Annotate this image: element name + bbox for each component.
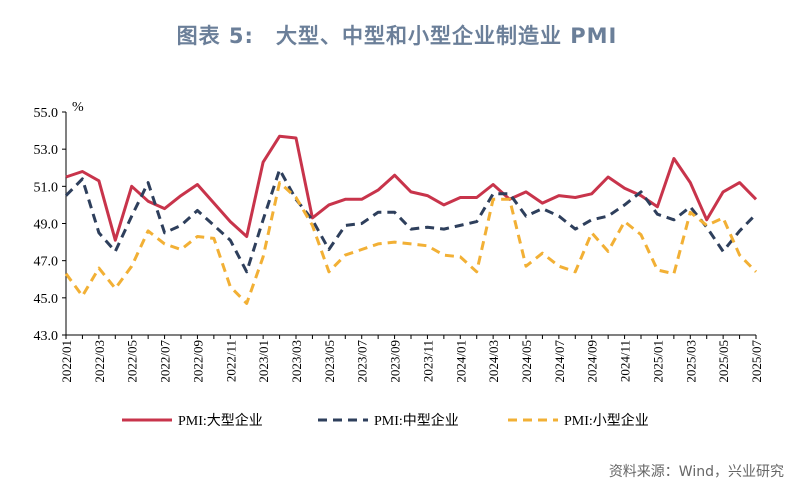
x-tick-label: 2024/01 — [453, 340, 468, 383]
y-axis-unit-label: % — [72, 100, 84, 115]
chart-title: 图表 5: 大型、中型和小型企业制造业 PMI — [0, 20, 794, 50]
chart-title-text: 大型、中型和小型企业制造业 PMI — [275, 24, 618, 48]
x-tick-label: 2025/03 — [683, 340, 698, 383]
x-tick-label: 2022/05 — [125, 340, 140, 383]
series-line-1 — [65, 134, 758, 242]
x-tick-label: 2023/05 — [322, 340, 337, 383]
legend-label-1: PMI:大型企业 — [178, 412, 263, 429]
x-tick-label: 2024/05 — [519, 340, 534, 383]
x-tick-label: 2025/01 — [650, 340, 665, 383]
source-note: 资料来源：Wind，兴业研究 — [608, 464, 784, 480]
y-tick-label: 45.0 — [34, 292, 59, 307]
x-tick-label: 2023/03 — [289, 340, 304, 383]
x-tick-label: 2023/09 — [388, 340, 403, 383]
x-tick-label: 2022/09 — [190, 340, 205, 383]
x-tick-label: 2025/07 — [749, 340, 764, 383]
x-tick-label: 2024/09 — [585, 340, 600, 383]
x-tick-label: 2024/11 — [618, 340, 633, 382]
y-tick-label: 49.0 — [34, 218, 59, 233]
x-tick-label: 2022/03 — [92, 340, 107, 383]
chart-title-number: 图表 5: — [176, 24, 254, 48]
y-tick-label: 43.0 — [34, 329, 59, 344]
legend-label-2: PMI:中型企业 — [374, 412, 459, 429]
x-tick-label: 2024/03 — [486, 340, 501, 383]
x-tick-label: 2022/07 — [158, 340, 173, 383]
x-tick-label: 2022/01 — [59, 340, 74, 383]
x-tick-label: 2022/11 — [223, 340, 238, 382]
y-tick-label: 53.0 — [34, 143, 59, 158]
series-line-2 — [64, 168, 758, 274]
y-tick-label: 47.0 — [34, 255, 59, 270]
y-tick-label: 55.0 — [34, 106, 59, 121]
x-tick-label: 2023/07 — [355, 340, 370, 383]
x-tick-label: 2025/05 — [716, 340, 731, 383]
x-tick-label: 2024/07 — [552, 340, 567, 383]
legend-label-3: PMI:小型企业 — [564, 412, 649, 429]
y-tick-label: 51.0 — [34, 180, 59, 195]
series-line-3 — [64, 181, 758, 305]
x-tick-label: 2023/11 — [420, 340, 435, 382]
x-tick-label: 2023/01 — [256, 340, 271, 383]
